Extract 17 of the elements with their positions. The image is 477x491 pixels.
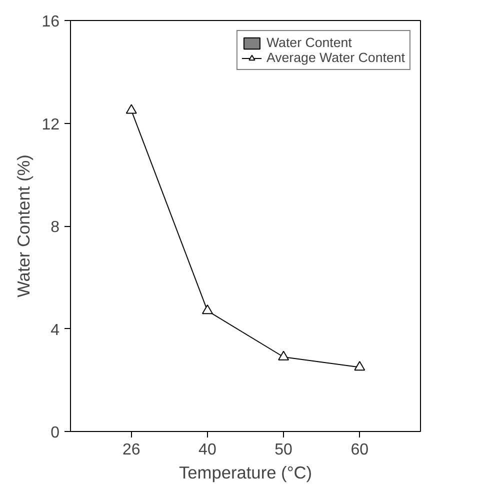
point	[278, 350, 290, 360]
y-tick-label: 16	[42, 14, 60, 30]
y-tick-label: 0	[50, 424, 60, 442]
legend-label: Average Water Content	[266, 50, 405, 65]
y-tick-label: 4	[50, 322, 60, 339]
x-tick-label: 26	[122, 442, 140, 458]
x-tick-label: 60	[350, 442, 369, 458]
x-axis-title: Temperature (°C)	[178, 462, 312, 482]
y-tick-label: 8	[50, 219, 60, 236]
y-tick-label: 12	[42, 116, 60, 134]
x-tick-label: 40	[198, 442, 216, 458]
point	[126, 104, 137, 114]
point	[202, 304, 213, 314]
y-axis-title: Water Content (%)	[14, 154, 34, 298]
x-tick-label: 50	[274, 442, 293, 458]
legend-label: Water Content	[266, 35, 352, 50]
point	[354, 361, 366, 371]
